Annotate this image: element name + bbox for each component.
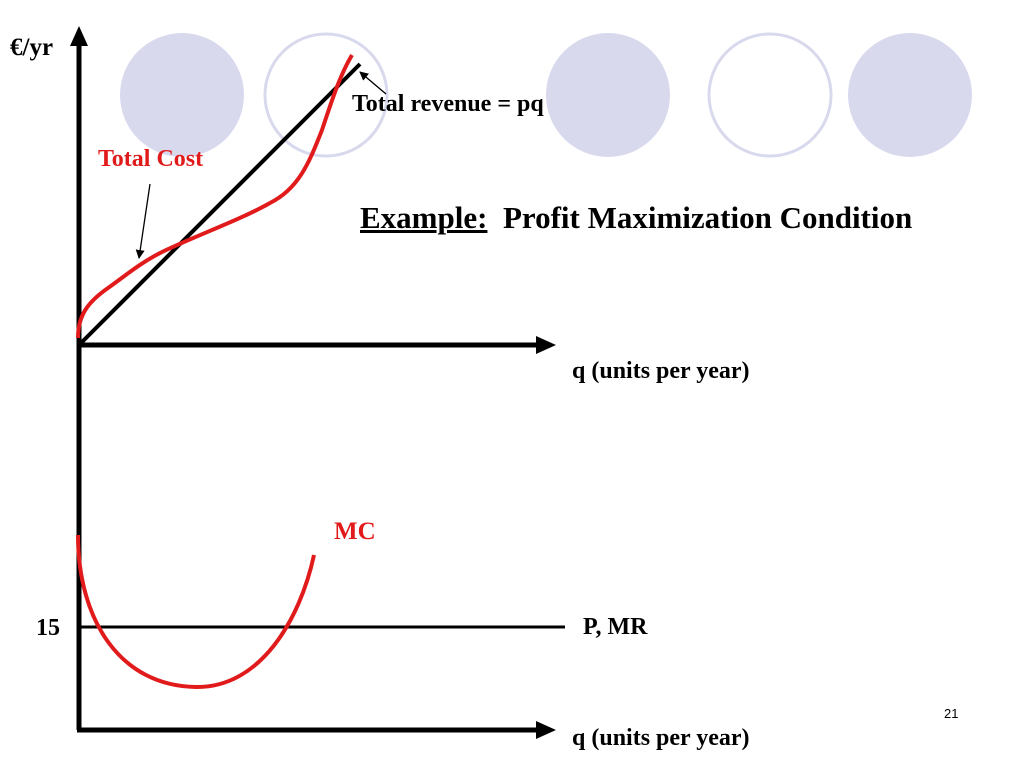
price-value-label: 15 — [36, 615, 60, 641]
top-x-axis-label: q (units per year) — [572, 358, 750, 384]
decor-circle-outline-2 — [707, 32, 833, 158]
total-cost-label: Total Cost — [98, 146, 204, 172]
bottom-x-axis-arrowhead — [536, 721, 556, 739]
bottom-x-axis-label: q (units per year) — [572, 725, 750, 751]
total-cost-curve — [76, 53, 354, 339]
y-axis-arrowhead — [70, 26, 88, 46]
top-x-axis-arrowhead — [536, 336, 556, 354]
total-revenue-pointer — [359, 71, 387, 95]
decor-circle-filled-3 — [848, 33, 972, 157]
slide-title: Example: Profit Maximization Condition — [360, 200, 912, 236]
slide-title-lead: Example: — [360, 200, 488, 235]
mc-curve — [76, 534, 316, 690]
decor-circle-filled-2 — [546, 33, 670, 157]
y-axis-label: €/yr — [10, 34, 54, 61]
total-cost-pointer — [135, 183, 151, 259]
page-number: 21 — [944, 706, 959, 721]
price-mr-label: P, MR — [583, 614, 648, 640]
decorative-circles — [120, 32, 972, 158]
mc-label: MC — [334, 518, 376, 545]
total-revenue-line — [77, 62, 362, 347]
slide-title-rest: Profit Maximization Condition — [502, 200, 913, 235]
decor-circle-outline-1 — [263, 32, 389, 158]
decor-circle-filled-1 — [120, 33, 244, 157]
total-revenue-label: Total revenue = pq — [352, 91, 544, 117]
